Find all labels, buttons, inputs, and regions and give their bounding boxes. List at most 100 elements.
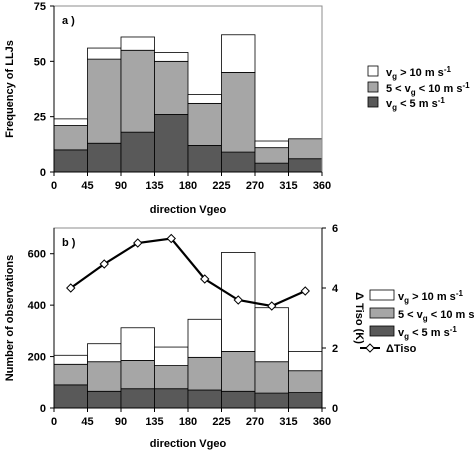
- x-tick-label: 45: [81, 180, 93, 192]
- bar-segment: [120, 388, 155, 409]
- legend-label: vg > 10 m s-1: [386, 65, 451, 81]
- y2-tick-label: 4: [332, 283, 339, 295]
- bar-segment: [187, 102, 222, 146]
- bar-segment: [254, 307, 289, 363]
- legend-swatch: [369, 307, 395, 319]
- bar-segment: [154, 346, 189, 366]
- legend-swatch: [367, 96, 379, 108]
- line-point-marker: [267, 301, 277, 311]
- y2-tick-label: 0: [332, 403, 338, 415]
- bar-segment: [87, 47, 122, 60]
- x-tick-label: 360: [313, 180, 331, 192]
- panel-label: a ): [62, 15, 75, 27]
- bar-segment: [254, 361, 289, 394]
- bar-segment: [87, 343, 122, 363]
- y-tick-label: 50: [34, 56, 46, 68]
- bar-segment: [154, 388, 189, 409]
- bar-segment: [221, 72, 256, 153]
- x-axis-label: direction Vgeo: [150, 204, 227, 216]
- bar-segment: [154, 365, 189, 390]
- bar-segment: [154, 60, 189, 115]
- y2-axis-label: Δ Tiso (K): [353, 292, 365, 344]
- y-tick-label: 200: [28, 352, 46, 364]
- x-tick-label: 180: [179, 180, 197, 192]
- bar-segment: [120, 131, 155, 173]
- bar-segment: [53, 384, 88, 409]
- line-point-marker: [66, 283, 76, 293]
- legend-marker-swatch: [365, 343, 375, 353]
- bar-segment: [87, 58, 122, 144]
- bar-segment: [288, 351, 323, 372]
- y-axis-label: Frequency of LLJs: [4, 40, 16, 138]
- bar-segment: [187, 94, 222, 104]
- bar-segment: [221, 390, 256, 409]
- bar-segment: [288, 392, 323, 409]
- legend-swatch: [367, 65, 379, 77]
- x-tick-label: 270: [246, 416, 264, 428]
- bar-segment: [120, 327, 155, 361]
- bar-segment: [53, 354, 88, 365]
- bar-segment: [288, 370, 323, 393]
- x-tick-label: 225: [212, 416, 230, 428]
- bar-segment: [53, 125, 88, 151]
- bar-segment: [187, 389, 222, 409]
- bar-segment: [87, 361, 122, 392]
- x-tick-label: 45: [81, 416, 93, 428]
- bar-segment: [187, 356, 222, 391]
- line-point-marker: [99, 259, 109, 269]
- bar-segment: [254, 162, 289, 173]
- bar-segment: [254, 147, 289, 164]
- legend-label: 5 < vg < 10 m s-1: [386, 81, 470, 97]
- y2-tick-label: 2: [332, 343, 338, 355]
- y-tick-label: 0: [40, 167, 46, 179]
- bar-segment: [154, 114, 189, 173]
- y2-tick-label: 6: [332, 223, 338, 235]
- panel-label: b ): [62, 237, 76, 249]
- bar-segment: [120, 360, 155, 390]
- bar-segment: [187, 318, 222, 358]
- x-tick-label: 90: [115, 416, 127, 428]
- legend-label: vg < 5 m s-1: [398, 325, 457, 341]
- bar-segment: [53, 363, 88, 386]
- x-tick-label: 180: [179, 416, 197, 428]
- line-point-marker: [233, 295, 243, 305]
- y-tick-label: 0: [40, 403, 46, 415]
- legend-swatch: [367, 81, 379, 93]
- bar-segment: [87, 390, 122, 409]
- y-axis-label: Number of observations: [4, 255, 16, 382]
- legend-label: ΔTiso: [386, 343, 417, 355]
- x-tick-label: 135: [145, 180, 163, 192]
- bar-segment: [254, 140, 289, 149]
- y-tick-label: 75: [34, 1, 46, 13]
- legend-label: vg < 5 m s-1: [386, 96, 445, 112]
- x-tick-label: 90: [115, 180, 127, 192]
- y-tick-label: 400: [28, 300, 46, 312]
- x-axis-label: direction Vgeo: [150, 438, 227, 450]
- line-point-marker: [300, 286, 310, 296]
- x-tick-label: 135: [145, 416, 163, 428]
- line-point-marker: [200, 274, 210, 284]
- bar-segment: [187, 145, 222, 173]
- bar-segment: [221, 34, 256, 73]
- bar-segment: [53, 149, 88, 173]
- line-point-marker: [133, 238, 143, 248]
- bar-segment: [221, 151, 256, 173]
- bar-segment: [120, 49, 155, 133]
- bar-segment: [120, 36, 155, 51]
- bar-segment: [288, 158, 323, 173]
- y-tick-label: 25: [34, 112, 46, 124]
- legend-label: 5 < vg < 10 m s-: [398, 307, 474, 323]
- legend-label: vg > 10 m s-1: [398, 289, 463, 305]
- x-tick-label: 0: [51, 180, 57, 192]
- x-tick-label: 225: [212, 180, 230, 192]
- bar-segment: [53, 118, 88, 126]
- y-tick-label: 600: [28, 249, 46, 261]
- bar-segment: [221, 351, 256, 392]
- panel-a: 0 45 90 135 180 225 270 315 360 0 25 50 75 a ) directi…: [4, 1, 331, 216]
- bar-segment: [87, 142, 122, 173]
- bar-segment: [154, 52, 189, 62]
- x-tick-label: 315: [279, 416, 297, 428]
- line-series-delta-tiso: [70, 237, 306, 308]
